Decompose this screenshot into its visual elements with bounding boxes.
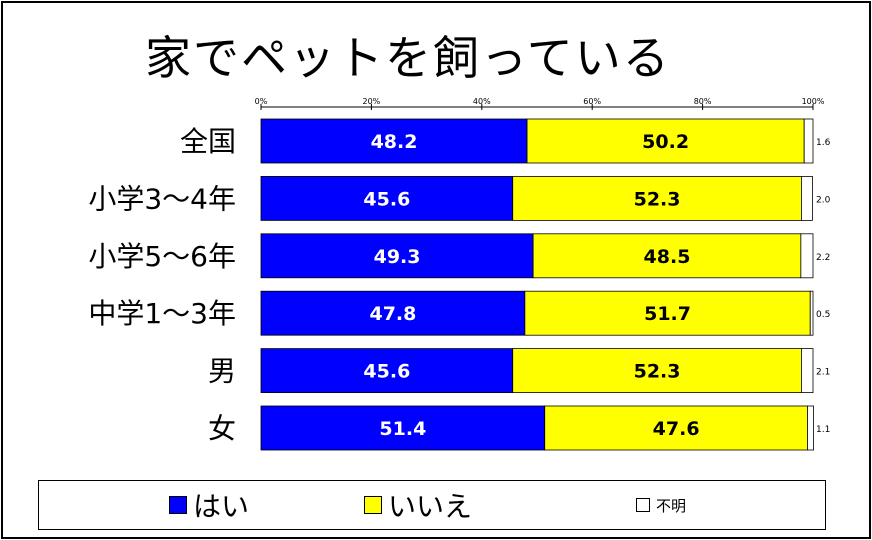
data-label: 51.4 [379,418,426,440]
legend-item: 不明 [636,481,686,529]
data-label: 0.5 [816,310,830,320]
data-label: 52.3 [634,361,681,383]
bar-segment-不明 [801,348,814,394]
chart-title: 家でペットを飼っている [145,31,671,85]
data-label: 1.6 [816,138,831,148]
data-label: 2.1 [816,368,830,378]
category-label: 全国 [180,125,236,158]
legend-swatch [364,496,382,514]
legend: はい いいえ 不明 [38,480,826,530]
x-tick-label: 0% [255,97,268,106]
bar-segment-はい [260,405,546,451]
bar-segment-いいえ [524,290,811,336]
bar-segment-不明 [800,233,814,279]
legend-item: いいえ [364,481,472,529]
x-tick-label: 60% [583,97,601,106]
data-label: 2.2 [816,253,830,263]
x-tick-label: 20% [363,97,381,106]
data-label: 47.8 [369,303,416,325]
bar-segment-不明 [803,118,814,164]
bar-segment-不明 [807,405,814,451]
bar-segment-いいえ [526,118,805,164]
data-label: 45.6 [363,188,410,210]
x-tick-label: 100% [802,97,825,106]
data-label: 48.5 [644,246,691,268]
legend-swatch [169,496,187,514]
legend-swatch [636,498,650,512]
legend-label: 不明 [656,496,687,515]
bar-segment-はい [260,348,514,394]
data-label: 49.3 [374,246,421,268]
data-label: 51.7 [644,303,691,325]
bar-segment-はい [260,118,528,164]
bar-segment-いいえ [532,233,802,279]
bar-segment-いいえ [512,175,802,221]
legend-item: はい [169,481,249,529]
data-label: 47.6 [653,418,700,440]
category-label: 男 [208,355,236,388]
x-tick-label: 80% [694,97,712,106]
bar-segment-はい [260,290,526,336]
bar-segment-はい [260,233,534,279]
legend-label: いいえ [388,490,473,523]
x-tick-label: 40% [473,97,491,106]
category-label: 小学5〜6年 [88,240,236,273]
bar-segment-いいえ [512,348,802,394]
category-label: 中学1〜3年 [88,297,236,330]
bar-segment-はい [260,175,514,221]
bar-segment-不明 [809,290,814,336]
data-label: 52.3 [634,188,681,210]
data-label: 50.2 [642,131,689,153]
legend-label: はい [193,490,250,523]
data-label: 2.0 [816,195,831,205]
bar-segment-いいえ [544,405,808,451]
data-label: 1.1 [816,425,830,435]
category-label: 女 [208,412,236,445]
data-label: 45.6 [363,361,410,383]
bar-segment-不明 [801,175,813,221]
data-label: 48.2 [371,131,418,153]
category-label: 小学3〜4年 [88,182,236,215]
